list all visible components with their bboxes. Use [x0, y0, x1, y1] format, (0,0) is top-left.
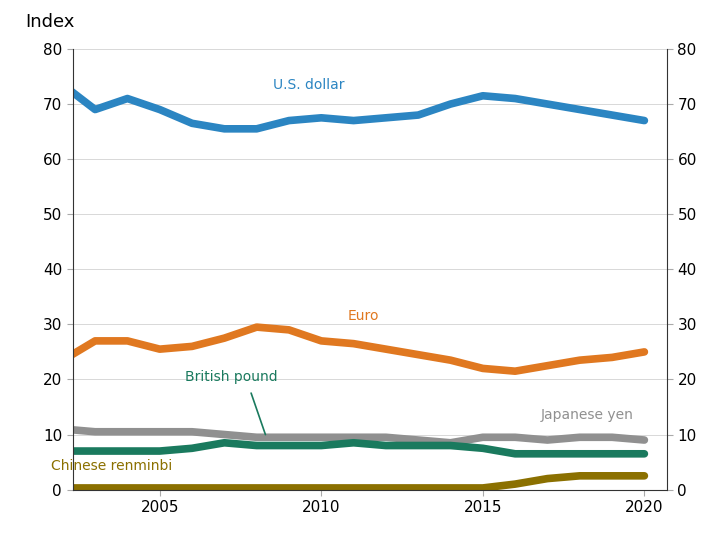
- Text: British pound: British pound: [184, 370, 277, 384]
- Text: U.S. dollar: U.S. dollar: [273, 78, 344, 92]
- Text: Chinese renminbi: Chinese renminbi: [51, 459, 172, 473]
- Text: Index: Index: [25, 14, 75, 32]
- Text: Japanese yen: Japanese yen: [541, 408, 634, 422]
- Text: Euro: Euro: [347, 309, 378, 323]
